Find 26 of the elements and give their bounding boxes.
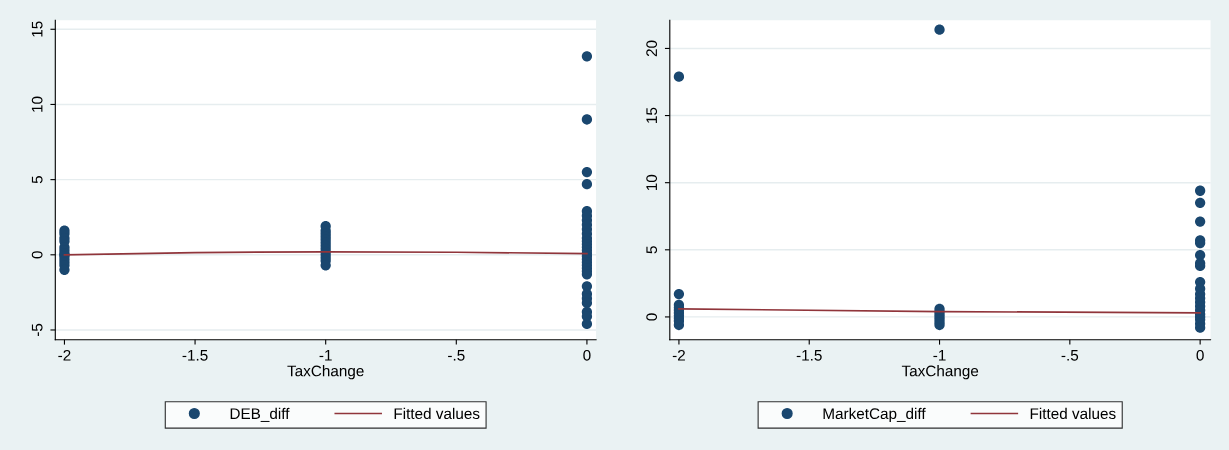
legend-label: DEB_diff [230, 407, 290, 422]
y-tick-label: 10 [646, 174, 658, 191]
y-tick-label: 0 [646, 313, 658, 321]
x-tick-label: -1.5 [182, 350, 208, 361]
y-tick-label: 0 [31, 251, 43, 259]
x-tick-label: -2 [58, 349, 71, 361]
x-tick-label: -.5 [1061, 350, 1079, 361]
x-axis-title: TaxChange [901, 365, 979, 380]
y-tick-label: 5 [646, 246, 658, 254]
x-tick-label: -1 [319, 350, 332, 361]
x-tick-label: 0 [1196, 349, 1204, 361]
y-tick-label: -5 [31, 323, 43, 337]
y-tick-label: 5 [31, 176, 43, 184]
legend-label: Fitted values [394, 407, 480, 420]
x-tick-label: 0 [583, 349, 591, 361]
y-tick-label: 10 [31, 96, 43, 112]
y-tick-label: 20 [646, 40, 658, 57]
legend-label: MarketCap_diff [823, 407, 926, 423]
legend-label: Fitted values [1030, 407, 1116, 420]
x-tick-label: -.5 [448, 350, 465, 361]
y-tick-label: 15 [646, 107, 658, 123]
x-tick-label: -2 [672, 349, 685, 361]
x-axis-title: TaxChange [287, 365, 364, 380]
x-tick-label: -1.5 [796, 350, 822, 361]
y-tick-label: 15 [31, 21, 43, 37]
x-tick-label: -1 [933, 350, 946, 361]
